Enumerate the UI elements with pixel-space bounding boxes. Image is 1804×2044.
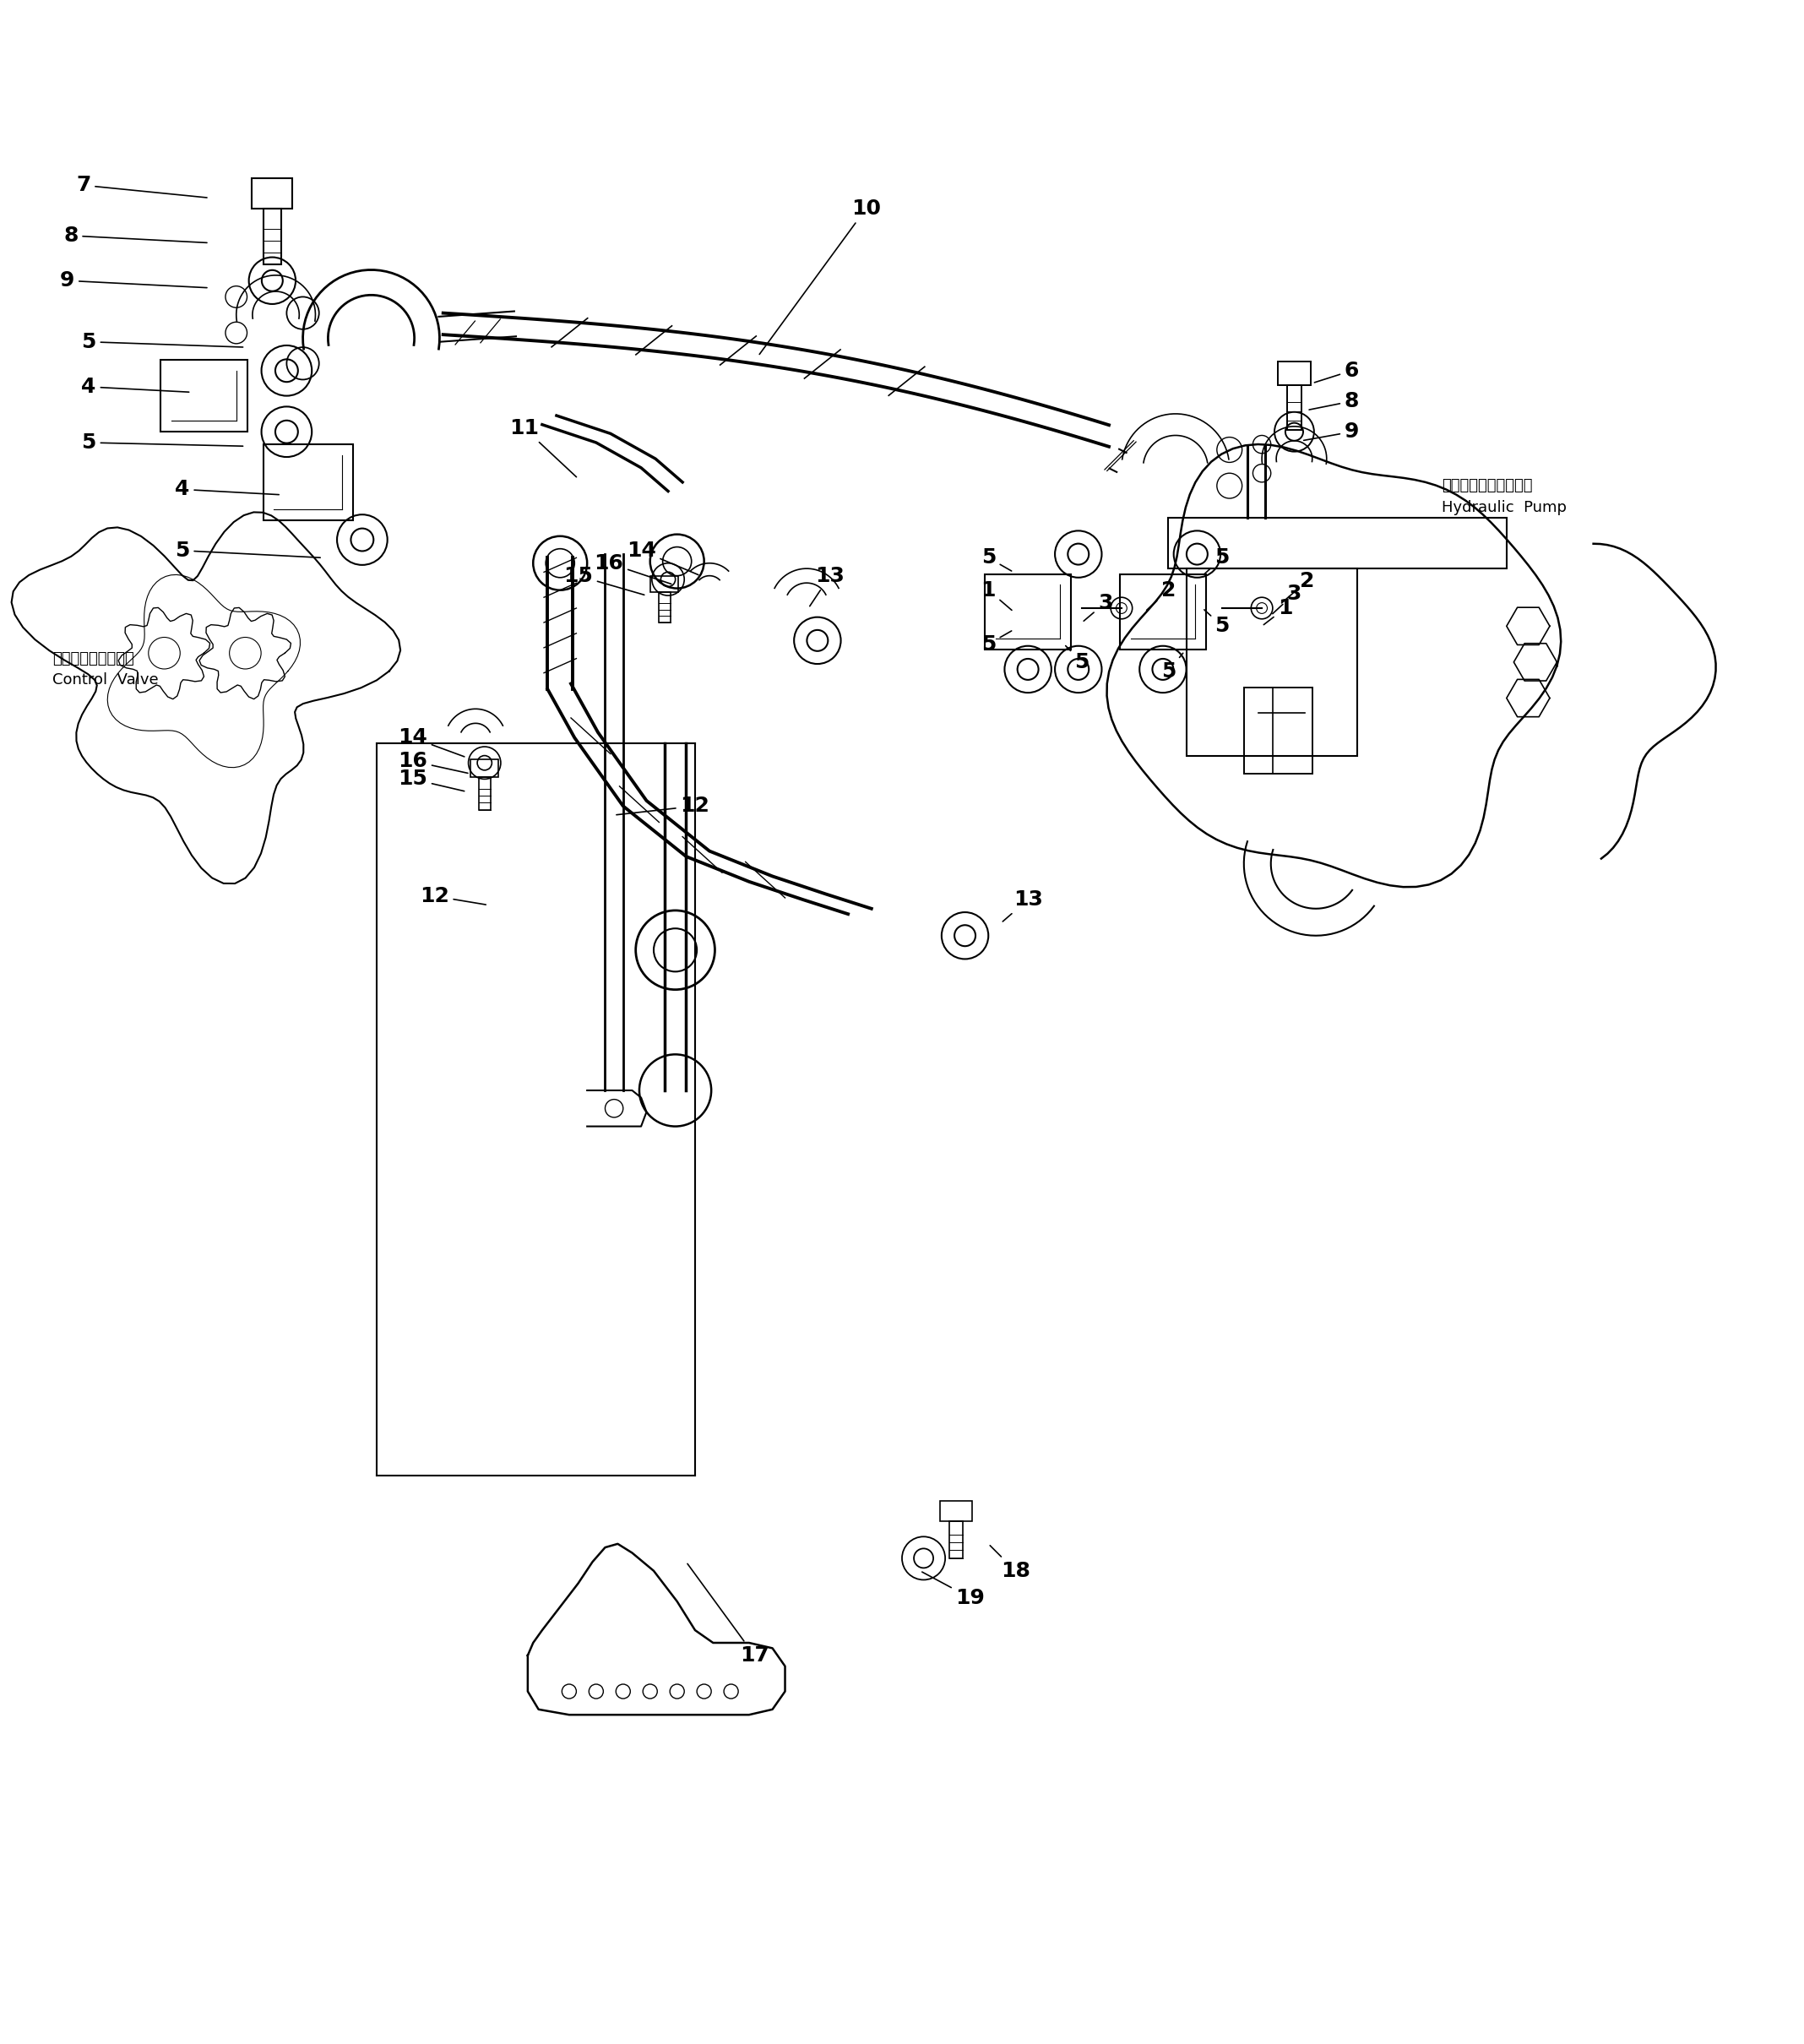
Text: 6: 6 [1315,360,1358,382]
Text: 9: 9 [60,270,207,290]
Text: 16: 16 [399,750,467,773]
Text: 13: 13 [810,566,844,607]
Text: 19: 19 [922,1572,985,1609]
Text: 5: 5 [1205,609,1230,636]
Bar [1120,574,1207,650]
Text: 15: 15 [399,769,464,791]
Bar [263,444,354,519]
Text: 14: 14 [399,728,464,756]
Text: 17: 17 [687,1564,769,1666]
Text: 16: 16 [594,554,671,585]
Text: 2: 2 [1147,580,1176,611]
Text: 5: 5 [81,433,244,452]
Text: 3: 3 [1084,593,1113,621]
Text: 5: 5 [1066,646,1090,672]
Text: Control  Valve: Control Valve [52,672,159,687]
Text: 2: 2 [1281,570,1313,603]
Text: 5: 5 [81,331,244,352]
Text: 4: 4 [175,478,280,499]
Bar [161,360,247,431]
Text: ハイドロリックポンプ: ハイドロリックポンプ [1441,478,1533,493]
Text: 9: 9 [1304,421,1358,442]
Bar [1187,568,1357,756]
Text: 14: 14 [626,540,698,574]
Text: 5: 5 [1205,548,1230,574]
Text: 13: 13 [1003,889,1043,922]
Text: 5: 5 [981,548,1012,570]
Text: 8: 8 [1310,390,1358,411]
Text: 5: 5 [981,632,1012,654]
Text: 10: 10 [759,198,880,354]
Text: 12: 12 [420,885,485,905]
Text: 12: 12 [617,795,709,816]
Bar [1169,519,1506,568]
Text: コントロールバルブ: コントロールバルブ [52,650,135,666]
Bar [1245,687,1312,775]
Text: 3: 3 [1272,585,1302,613]
Text: 15: 15 [563,566,644,595]
Text: 5: 5 [175,540,321,560]
Text: 11: 11 [509,419,577,476]
Bar [985,574,1072,650]
Text: 8: 8 [63,225,207,245]
Text: Hydraulic  Pump: Hydraulic Pump [1441,501,1568,515]
Text: 5: 5 [1162,654,1183,681]
Text: 4: 4 [81,376,189,397]
Text: 18: 18 [990,1545,1030,1580]
Text: 1: 1 [1265,599,1293,625]
Text: 7: 7 [76,176,207,198]
Text: 1: 1 [981,580,1012,611]
